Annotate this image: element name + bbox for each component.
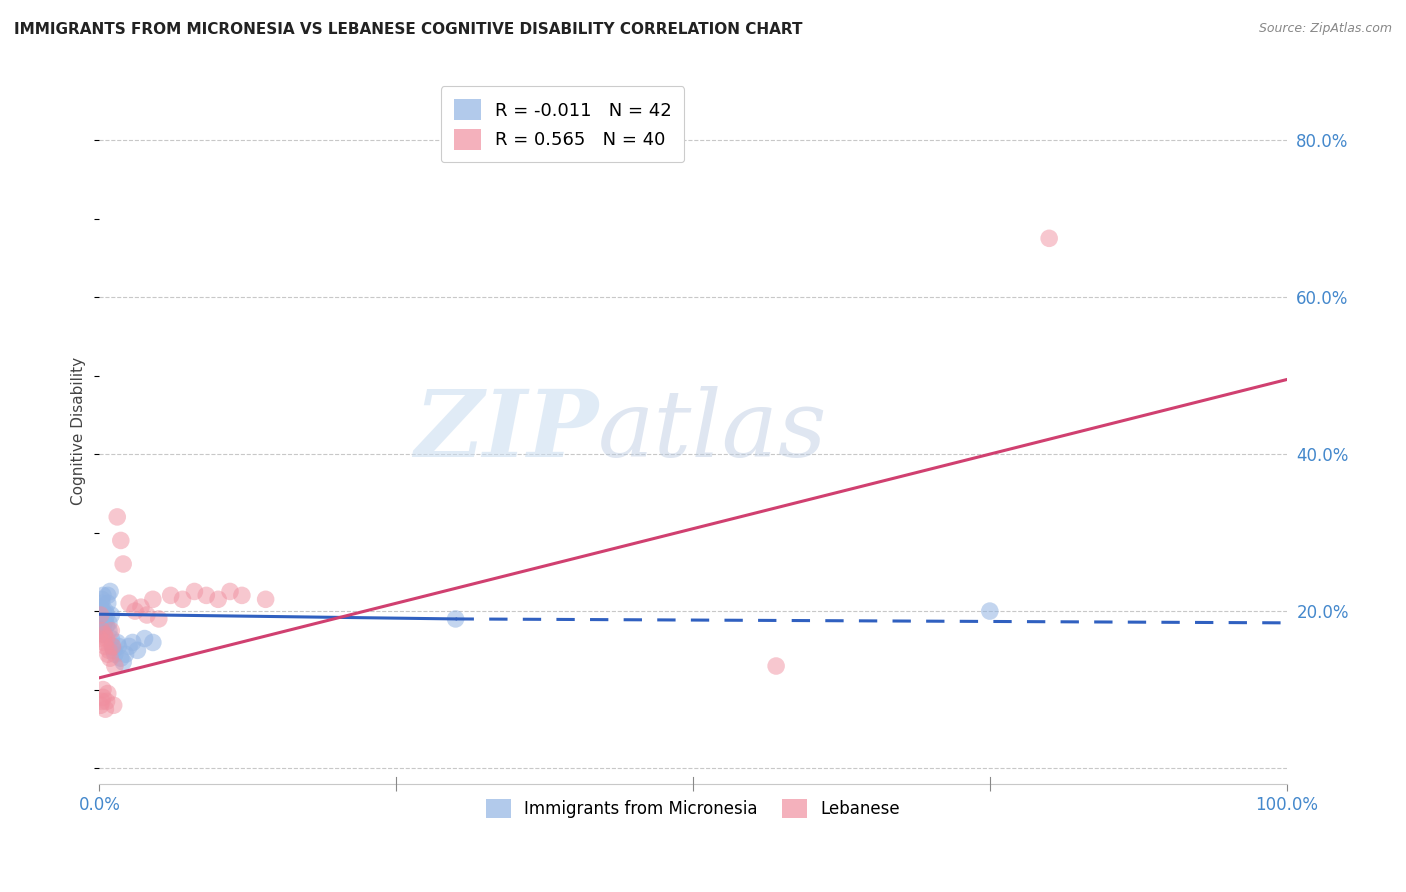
Point <box>135 607 157 622</box>
Point <box>96 694 118 708</box>
Point <box>112 655 135 669</box>
Point <box>94 640 117 654</box>
Point <box>97 588 120 602</box>
Point <box>91 604 114 618</box>
Point <box>90 620 112 634</box>
Point <box>90 607 112 622</box>
Point <box>91 682 114 697</box>
Point <box>93 635 115 649</box>
Point <box>100 624 122 638</box>
Point <box>97 624 120 638</box>
Point <box>110 533 132 548</box>
Point <box>207 592 229 607</box>
Point <box>142 592 165 607</box>
Point <box>90 615 112 630</box>
Legend: Immigrants from Micronesia, Lebanese: Immigrants from Micronesia, Lebanese <box>479 792 907 825</box>
Point <box>105 509 128 524</box>
Text: ZIP: ZIP <box>413 385 598 475</box>
Point <box>90 604 112 618</box>
Point <box>89 607 111 622</box>
Point <box>93 607 115 622</box>
Point <box>90 596 112 610</box>
Point <box>103 643 125 657</box>
Point <box>121 635 143 649</box>
Point <box>100 632 122 646</box>
Point <box>148 612 170 626</box>
Point <box>134 632 156 646</box>
Point <box>96 618 118 632</box>
Point <box>90 600 112 615</box>
Point <box>91 690 114 705</box>
Point <box>94 604 117 618</box>
Point <box>90 698 112 713</box>
Point <box>219 584 242 599</box>
Point <box>444 612 467 626</box>
Point <box>98 651 121 665</box>
Point <box>90 607 112 622</box>
Point <box>159 588 181 602</box>
Point <box>107 640 129 654</box>
Point <box>96 607 118 622</box>
Point <box>118 596 141 610</box>
Point <box>114 647 136 661</box>
Point <box>90 592 112 607</box>
Point <box>118 640 141 654</box>
Point <box>93 627 115 641</box>
Point <box>142 635 165 649</box>
Point <box>765 659 787 673</box>
Point <box>96 632 118 646</box>
Text: IMMIGRANTS FROM MICRONESIA VS LEBANESE COGNITIVE DISABILITY CORRELATION CHART: IMMIGRANTS FROM MICRONESIA VS LEBANESE C… <box>14 22 803 37</box>
Point <box>231 588 253 602</box>
Point <box>183 584 205 599</box>
Point <box>97 686 120 700</box>
Point <box>90 624 112 638</box>
Point <box>97 615 120 630</box>
Point <box>93 627 115 641</box>
Point <box>91 621 114 635</box>
Point <box>112 557 135 571</box>
Y-axis label: Cognitive Disability: Cognitive Disability <box>72 357 86 505</box>
Point <box>110 651 132 665</box>
Point <box>124 604 146 618</box>
Point <box>127 643 149 657</box>
Text: atlas: atlas <box>598 385 828 475</box>
Text: Source: ZipAtlas.com: Source: ZipAtlas.com <box>1258 22 1392 36</box>
Point <box>254 592 277 607</box>
Point <box>979 604 1001 618</box>
Point <box>195 588 218 602</box>
Point <box>103 698 125 713</box>
Point <box>1038 231 1060 245</box>
Point <box>98 584 121 599</box>
Point <box>94 702 117 716</box>
Point <box>129 600 152 615</box>
Point <box>93 615 115 630</box>
Point <box>97 647 120 661</box>
Point <box>97 643 120 657</box>
Point <box>90 694 112 708</box>
Point <box>89 632 111 646</box>
Point <box>104 659 127 673</box>
Point <box>105 635 128 649</box>
Point <box>172 592 194 607</box>
Point <box>91 588 114 602</box>
Point <box>101 640 124 654</box>
Point <box>104 647 127 661</box>
Point <box>94 614 117 628</box>
Point <box>91 612 114 626</box>
Point <box>100 607 122 622</box>
Point <box>97 596 120 610</box>
Point <box>90 624 112 638</box>
Point <box>101 640 124 654</box>
